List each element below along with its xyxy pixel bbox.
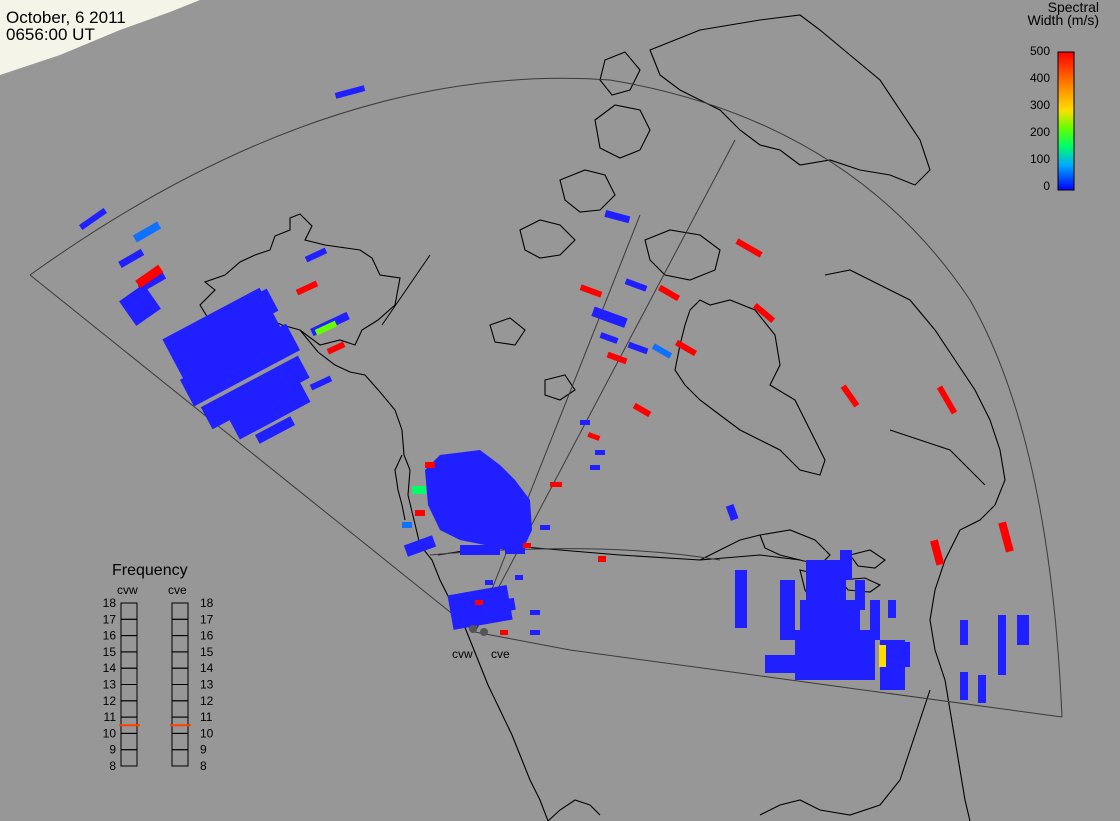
coastlines bbox=[199, 14, 1006, 821]
frequency-cell bbox=[120, 667, 138, 686]
scatter-cell bbox=[135, 264, 164, 289]
frequency-cell bbox=[120, 602, 138, 620]
colorbar-tick: 200 bbox=[1030, 125, 1050, 139]
scatter-central bbox=[403, 420, 605, 635]
radar-sites: cvw cve bbox=[452, 625, 510, 661]
scatter-arctic bbox=[579, 209, 958, 418]
frequency-scale: 18 18 17 17 16 16 15 15 14 14 13 13 12 12 11 11 10 10 9 9 8 8 bbox=[103, 596, 214, 773]
radar-label-cvw: cvw bbox=[452, 647, 473, 661]
frequency-scale-label: 17 bbox=[103, 612, 117, 626]
frequency-cell bbox=[171, 602, 189, 620]
scatter-cell bbox=[415, 510, 425, 516]
frequency-cell bbox=[171, 651, 189, 669]
colorbar-tick: 100 bbox=[1030, 152, 1050, 166]
colorbar-title-line2: Width (m/s) bbox=[1027, 12, 1099, 28]
colorbar-gradient bbox=[1057, 51, 1075, 191]
frequency-scale-label: 14 bbox=[103, 661, 117, 675]
scatter-cell bbox=[425, 462, 435, 468]
frequency-panel: Frequency cvw cve 18 18 17 17 16 16 15 15 14 14 13… bbox=[103, 562, 214, 773]
frequency-scale-label: 13 bbox=[103, 678, 117, 692]
frequency-cell bbox=[120, 749, 138, 767]
frequency-column-cve: cve bbox=[168, 583, 187, 597]
scatter-cell bbox=[132, 221, 162, 243]
frequency-boxes bbox=[120, 602, 189, 767]
frequency-scale-label: 16 bbox=[200, 629, 214, 643]
frequency-scale-label: 13 bbox=[200, 678, 214, 692]
radar-label-cve: cve bbox=[491, 647, 510, 661]
frequency-scale-label: 11 bbox=[104, 710, 117, 724]
scatter-cell bbox=[326, 341, 346, 355]
frequency-scale-label: 9 bbox=[109, 743, 116, 757]
colorbar: 500 400 300 200 100 0 bbox=[1030, 44, 1075, 193]
frequency-scale-label: 12 bbox=[200, 694, 214, 708]
frequency-scale-label: 16 bbox=[103, 629, 117, 643]
frequency-scale-label: 12 bbox=[103, 694, 117, 708]
scatter-cell bbox=[879, 645, 886, 667]
scatter-cell bbox=[314, 320, 338, 336]
radar-site-cve bbox=[480, 628, 488, 636]
frequency-cell bbox=[120, 732, 138, 751]
frequency-scale-label: 18 bbox=[200, 596, 214, 610]
frequency-scale-label: 8 bbox=[109, 759, 116, 773]
scatter-cell bbox=[475, 600, 483, 605]
frequency-scale-label: 10 bbox=[103, 726, 117, 740]
frequency-scale-label: 11 bbox=[200, 710, 213, 724]
frequency-cell bbox=[171, 684, 189, 702]
frequency-scale-label: 10 bbox=[200, 726, 214, 740]
date-label: October, 6 2011 bbox=[6, 8, 126, 27]
scatter-cells bbox=[78, 85, 1029, 703]
scatter-alaska bbox=[78, 85, 366, 444]
frequency-scale-label: 9 bbox=[200, 743, 207, 757]
frequency-scale-label: 15 bbox=[200, 645, 214, 659]
colorbar-tick: 500 bbox=[1030, 44, 1050, 58]
frequency-column-cvw: cvw bbox=[117, 583, 138, 597]
colorbar-tick: 400 bbox=[1030, 71, 1050, 85]
scatter-cell bbox=[598, 556, 606, 562]
frequency-cell bbox=[171, 749, 189, 767]
frequency-cell bbox=[120, 700, 138, 718]
scatter-cell bbox=[587, 432, 601, 441]
frequency-title: Frequency bbox=[112, 562, 188, 579]
frequency-cell bbox=[120, 684, 138, 702]
frequency-scale-label: 17 bbox=[200, 612, 214, 626]
frequency-scale-label: 14 bbox=[200, 661, 214, 675]
frequency-scale-label: 8 bbox=[200, 759, 207, 773]
scatter-cell bbox=[412, 486, 426, 494]
scatter-cell bbox=[930, 539, 945, 566]
frequency-cell bbox=[171, 635, 189, 653]
scatter-cell bbox=[998, 521, 1014, 553]
scatter-cell bbox=[500, 630, 508, 635]
scatter-cell bbox=[523, 543, 531, 548]
radar-fov bbox=[29, 77, 1063, 718]
scatter-cell bbox=[295, 280, 319, 296]
frequency-cell bbox=[171, 732, 189, 751]
frequency-cell bbox=[171, 667, 189, 686]
colorbar-tick: 0 bbox=[1043, 179, 1050, 193]
time-label: 0656:00 UT bbox=[6, 25, 95, 44]
frequency-cell bbox=[120, 618, 138, 637]
scatter-east bbox=[725, 504, 1029, 703]
scatter-cell bbox=[550, 482, 562, 487]
radar-site-cvw bbox=[469, 625, 477, 633]
frequency-scale-label: 18 bbox=[103, 596, 117, 610]
frequency-cell bbox=[171, 618, 189, 637]
frequency-cell bbox=[120, 635, 138, 653]
colorbar-title-line1: Spectral bbox=[1047, 0, 1099, 15]
frequency-cell bbox=[171, 700, 189, 718]
daylight-region bbox=[0, 0, 200, 75]
frequency-scale-label: 15 bbox=[103, 645, 117, 659]
scatter-cell bbox=[402, 522, 412, 528]
frequency-cell bbox=[120, 651, 138, 669]
colorbar-tick: 300 bbox=[1030, 98, 1050, 112]
